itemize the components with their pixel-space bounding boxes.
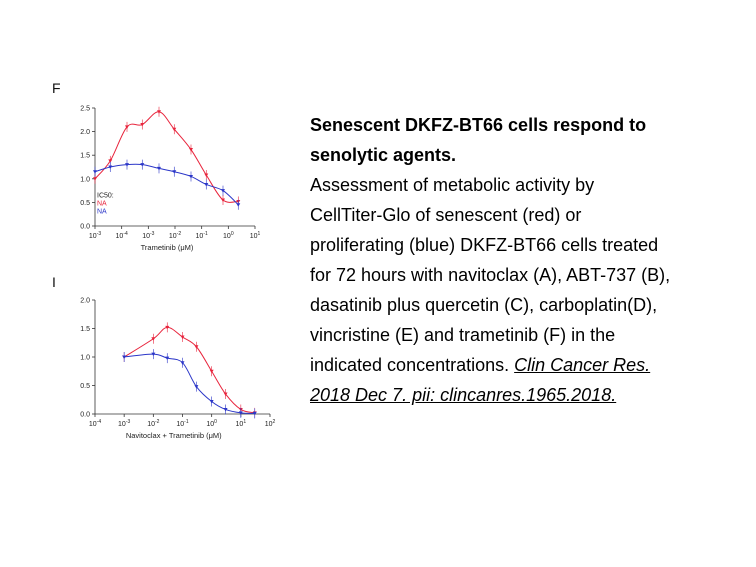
tick-label: 100 bbox=[206, 419, 217, 428]
caption-title-line2: senolytic agents. bbox=[310, 145, 457, 165]
tick-label: 1.5 bbox=[80, 153, 90, 160]
series-line bbox=[94, 111, 239, 203]
data-point bbox=[252, 411, 257, 416]
tick-label: 10-3 bbox=[142, 231, 154, 240]
tick-label: 0.0 bbox=[80, 224, 90, 231]
tick-label: 1.0 bbox=[80, 176, 90, 183]
tick-label: 10-3 bbox=[118, 419, 130, 428]
data-point bbox=[194, 345, 199, 349]
data-point bbox=[140, 163, 145, 167]
data-point bbox=[122, 355, 127, 359]
legend-title: IC50: bbox=[97, 193, 114, 200]
data-point bbox=[204, 182, 209, 187]
tick-label: 2.0 bbox=[80, 129, 90, 136]
caption-line: for 72 hours with navitoclax (A), ABT-73… bbox=[310, 265, 671, 285]
legend-entry: NA bbox=[97, 209, 107, 216]
caption-line: Assessment of metabolic activity by bbox=[310, 175, 595, 195]
citation-link-continued[interactable]: 2018 Dec 7. pii: clincanres.1965.2018. bbox=[310, 385, 617, 405]
caption-line: CellTiter-Glo of senescent (red) or bbox=[310, 205, 582, 225]
data-point bbox=[209, 369, 214, 374]
caption-line: vincristine (E) and trametinib (F) in th… bbox=[310, 325, 616, 345]
data-point bbox=[93, 177, 97, 181]
caption-line: proliferating (blue) DKFZ-BT66 cells tre… bbox=[310, 235, 659, 255]
panel-label-i: I bbox=[52, 274, 56, 290]
data-point bbox=[172, 127, 177, 132]
data-point bbox=[209, 399, 214, 404]
data-point bbox=[172, 170, 177, 174]
tick-label: 1.0 bbox=[80, 355, 90, 362]
chart-panel-f: 0.0 0.5 1.0 1.5 2.0 2.5 10-3 10-4 10-3 10-2 10-1 10… bbox=[80, 106, 260, 253]
data-point bbox=[165, 325, 170, 330]
tick-label: 0.0 bbox=[80, 412, 90, 419]
data-point bbox=[189, 148, 193, 152]
tick-label: 101 bbox=[236, 419, 247, 428]
data-point bbox=[108, 159, 113, 163]
data-point bbox=[125, 163, 129, 167]
tick-label: 102 bbox=[265, 419, 276, 428]
data-point bbox=[108, 165, 113, 169]
tick-label: 2.0 bbox=[80, 298, 90, 305]
figure-caption: Senescent DKFZ-BT66 cells respond to sen… bbox=[310, 110, 750, 410]
data-point bbox=[180, 335, 185, 340]
legend-entry: NA bbox=[97, 201, 107, 208]
data-point bbox=[151, 352, 156, 357]
tick-label: 10-1 bbox=[196, 231, 208, 240]
chart-panel-i: 0.0 0.5 1.0 1.5 2.0 10-4 10-3 10-2 10-1 100 101 102… bbox=[80, 298, 276, 441]
data-point bbox=[204, 173, 209, 178]
x-axis-label: Navitoclax + Trametinib (μM) bbox=[126, 431, 222, 440]
data-point bbox=[157, 110, 161, 114]
tick-label: 101 bbox=[250, 231, 260, 240]
data-point bbox=[140, 123, 145, 127]
caption-line: dasatinib plus quercetin (C), carboplati… bbox=[310, 295, 658, 315]
tick-label: 10-4 bbox=[116, 231, 128, 240]
tick-label: 0.5 bbox=[80, 383, 90, 390]
data-point bbox=[157, 166, 161, 171]
data-point bbox=[223, 392, 228, 397]
tick-label: 10-1 bbox=[176, 419, 188, 428]
data-point bbox=[194, 385, 199, 389]
data-point bbox=[223, 407, 228, 412]
tick-label: 10-4 bbox=[89, 419, 101, 428]
caption-title-line1: Senescent DKFZ-BT66 cells respond to bbox=[310, 115, 647, 135]
data-point bbox=[238, 411, 243, 415]
tick-label: 100 bbox=[223, 231, 234, 240]
data-point bbox=[165, 356, 170, 361]
data-point bbox=[221, 189, 225, 193]
tick-label: 10-3 bbox=[89, 231, 101, 240]
data-point bbox=[93, 170, 97, 174]
tick-label: 2.5 bbox=[80, 106, 90, 113]
caption-line: indicated concentrations. bbox=[310, 355, 515, 375]
data-point bbox=[236, 203, 241, 207]
data-point bbox=[151, 337, 156, 341]
series-line bbox=[94, 163, 239, 206]
tick-label: 10-2 bbox=[147, 419, 159, 428]
citation-link[interactable]: Clin Cancer Res. bbox=[514, 355, 651, 375]
tick-label: 1.5 bbox=[80, 326, 90, 333]
tick-label: 10-2 bbox=[169, 231, 181, 240]
data-point bbox=[125, 125, 129, 129]
x-axis-label: Trametinib (μM) bbox=[141, 243, 194, 252]
data-point bbox=[180, 361, 185, 365]
panel-label-f: F bbox=[52, 80, 61, 96]
data-point bbox=[221, 198, 225, 203]
tick-label: 0.5 bbox=[80, 200, 90, 207]
data-point bbox=[189, 174, 193, 179]
series-line bbox=[123, 326, 255, 414]
